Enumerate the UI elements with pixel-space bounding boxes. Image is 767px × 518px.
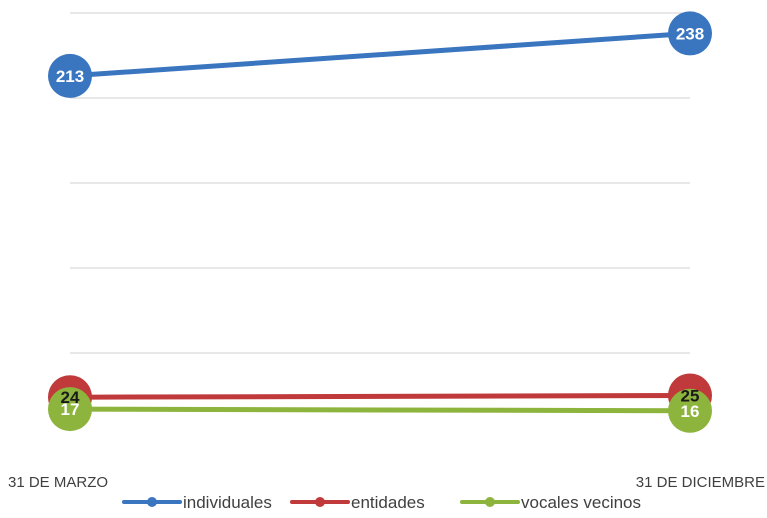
data-label: 24 [61,388,80,407]
gridlines [70,12,690,354]
data-point [48,387,92,432]
legend-marker [147,497,157,507]
x-axis: 31 DE MARZO 31 DE DICIEMBRE [8,474,765,491]
x-tick-label: 31 DE MARZO [8,474,108,491]
legend: individuales entidades vocales vecinos [122,493,641,512]
legend-label: vocales vecinos [521,493,641,512]
legend-item: vocales vecinos [460,493,641,512]
series-line-individuales [67,30,693,79]
data-point [668,11,712,56]
legend-marker [315,497,325,507]
series-line-vocales-vecinos [67,406,693,414]
legend-label: entidades [351,493,425,512]
legend-item: individuales [122,493,272,512]
data-point [48,53,92,98]
legend-label: individuales [183,493,272,512]
data-label: 17 [61,400,80,419]
series-lines: 213 238 24 25 17 16 [48,11,712,433]
data-label: 25 [681,387,700,406]
legend-item: entidades [290,493,425,512]
series-line-entidades [67,393,693,400]
legend-marker [485,497,495,507]
data-label: 213 [56,67,84,86]
data-point [668,388,712,433]
x-tick-label: 31 DE DICIEMBRE [636,474,765,491]
data-label: 16 [681,402,700,421]
data-label: 238 [676,24,704,43]
data-labels: 213 238 24 25 17 16 [56,24,704,420]
